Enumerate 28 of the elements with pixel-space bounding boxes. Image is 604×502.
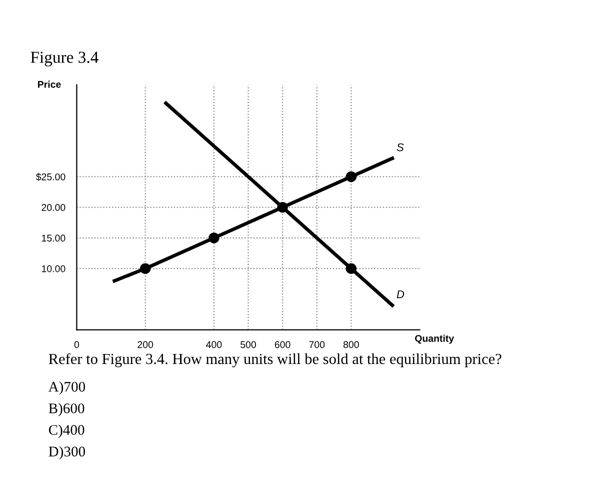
x-tick-label: 700 <box>309 341 325 348</box>
line-series <box>164 101 394 308</box>
x-tick-label: 200 <box>138 341 154 348</box>
text: A)700 <box>48 381 86 395</box>
x-tick-label: 400 <box>206 341 222 348</box>
y-tick-label: 10.00 <box>42 265 66 272</box>
y-tick-label: $25.00 <box>36 173 66 181</box>
y-axis-title: Price <box>38 80 61 88</box>
point <box>277 202 288 213</box>
text: D)300 <box>48 446 86 460</box>
chart-title: Figure 3.4 <box>30 52 98 66</box>
series-label: D <box>396 290 404 298</box>
text: Refer to Figure 3.4. How many units will be sold at the equilibrium price? <box>48 353 502 368</box>
x-tick-label: 600 <box>274 341 290 348</box>
line-series <box>112 156 394 283</box>
point <box>140 263 151 274</box>
point <box>346 263 357 274</box>
x-tick-label: 800 <box>343 341 359 348</box>
text: C)400 <box>48 424 84 438</box>
y-tick-label: 15.00 <box>42 234 66 242</box>
series-label: S <box>396 143 404 152</box>
x-tick-label: 500 <box>240 341 256 348</box>
point <box>346 171 357 182</box>
x-axis-title: Quantity <box>415 334 454 344</box>
point <box>208 232 220 244</box>
x-tick-label: 0 <box>74 341 80 348</box>
y-tick-label: 20.00 <box>42 204 66 211</box>
text: B)600 <box>48 403 84 416</box>
